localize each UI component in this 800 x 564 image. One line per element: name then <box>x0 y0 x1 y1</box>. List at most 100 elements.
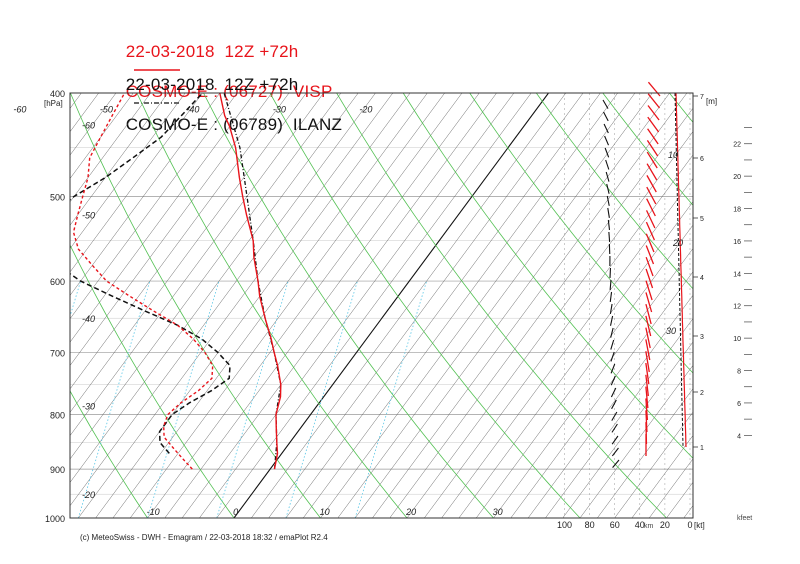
visp-wind-barb <box>645 256 654 277</box>
mixing-ratio-line <box>0 281 11 518</box>
visp-wind-barb <box>647 128 659 145</box>
visp-dewpoint-line <box>72 93 214 470</box>
ilanz-wind-barb <box>609 291 613 302</box>
isotherm-line <box>70 93 134 179</box>
visp-wind-barb <box>645 268 654 289</box>
wind-speed-tick-label: 20 <box>660 520 670 530</box>
visp-wind-barb <box>645 339 651 361</box>
isotherm-line <box>199 93 515 518</box>
height-kfeet-tick-label: 18 <box>733 207 741 214</box>
dry-adiabat <box>203 93 494 518</box>
plot-frame <box>69 92 694 519</box>
legend-visp-station: COSMO-E : (06727) VISP <box>125 82 333 101</box>
isotherm-line <box>70 93 307 413</box>
ilanz-dewpoint-line <box>70 93 231 454</box>
wind-speed-tick-label: 100 <box>557 520 572 530</box>
isotherm-label-left: -20 <box>82 490 95 500</box>
dry-adiabat <box>136 93 408 518</box>
visp-wind-barb <box>645 327 651 349</box>
wind-speed-tick-label: 40 <box>635 520 645 530</box>
visp-wind-barb <box>645 303 652 325</box>
isotherm-line <box>0 93 47 518</box>
isotherm-label-bottom: 0 <box>233 507 238 517</box>
height-km-tick-label: 4 <box>700 275 704 282</box>
isotherm-line <box>70 93 272 366</box>
isotherm-line <box>631 435 693 518</box>
ilanz-wind-barb <box>610 339 615 350</box>
pressure-tick-label: 700 <box>50 349 65 359</box>
height-kfeet-tick-label: 4 <box>737 433 741 440</box>
ilanz-wind-barb <box>604 135 610 146</box>
visp-wind-barb <box>645 245 655 265</box>
visp-wind-barb <box>645 210 656 229</box>
isotherm-label-left: -30 <box>82 402 95 412</box>
isotherm-line <box>337 93 653 518</box>
height-kfeet-tick-label: 16 <box>733 239 741 246</box>
visp-wind-barb <box>645 351 650 373</box>
visp-wind-barb <box>647 105 660 121</box>
ilanz-wind-barb <box>611 435 619 445</box>
isotherm-line <box>164 93 480 518</box>
height-kfeet-tick-label: 14 <box>733 271 741 278</box>
mixing-ratio-line <box>147 280 220 518</box>
isotherm-line <box>0 93 12 518</box>
visp-wind-barb <box>646 175 657 193</box>
pressure-tick-label: 1000 <box>45 514 65 524</box>
ilanz-wind-barb <box>609 303 613 314</box>
visp-wind-barb <box>645 374 649 397</box>
isotherm-line <box>70 93 376 507</box>
height-kfeet-tick-label: 10 <box>733 336 741 343</box>
isotherm-line <box>614 411 693 518</box>
isotherm-line <box>70 93 99 133</box>
isotherm-line <box>597 388 693 518</box>
isotherm-line <box>510 271 693 518</box>
isotherm-label-bottom: -10 <box>147 507 160 517</box>
isotherm-line <box>441 177 693 518</box>
legend-visp-line-sample <box>133 69 180 71</box>
isotherm-line <box>268 93 584 518</box>
isotherm-line <box>70 93 169 226</box>
isotherm-line <box>70 93 255 343</box>
visp-wind-barb <box>647 93 661 109</box>
isotherm-label-left: -60 <box>82 120 95 130</box>
ilanz-wind-barb <box>606 195 610 206</box>
isotherm-label-top: -20 <box>359 105 372 115</box>
isotherm-line <box>251 93 566 518</box>
visp-wind-barb <box>645 233 655 253</box>
wind-speed-tick-label: 80 <box>585 520 595 530</box>
mixing-ratio-line <box>216 280 289 518</box>
pressure-tick-label: 600 <box>50 277 65 287</box>
visp-wind-barb <box>645 221 655 241</box>
isotherm-line <box>70 93 324 437</box>
visp-height-curve <box>675 92 687 448</box>
mixing-ratio-line <box>285 280 358 518</box>
isotherm-line <box>372 93 688 518</box>
isotherm-label-top: -40 <box>186 105 199 115</box>
pressure-unit-label: [hPa] <box>44 99 63 108</box>
isotherm-label-left: -50 <box>82 211 95 221</box>
height-kfeet-unit: kfeet <box>737 515 752 522</box>
ilanz-wind-barb <box>611 423 618 433</box>
ilanz-wind-barb <box>611 399 617 410</box>
visp-wind-barb <box>645 315 652 337</box>
height-kfeet-tick-label: 20 <box>733 174 741 181</box>
height-km-unit: km <box>644 523 654 530</box>
ilanz-wind-barb <box>607 219 611 230</box>
height-km-tick-label: 5 <box>700 216 704 223</box>
wind-speed-tick-label: 0 <box>687 520 692 530</box>
dry-adiabat <box>535 93 693 290</box>
isotherm-label-top: -60 <box>13 105 26 115</box>
dry-adiabat <box>602 93 693 206</box>
wind-speed-unit: [kt] <box>694 521 705 530</box>
ilanz-wind-barb <box>610 351 615 362</box>
isotherm-line <box>70 93 186 250</box>
isotherm-line <box>458 201 693 518</box>
isotherm-line <box>424 154 693 518</box>
pressure-tick-label: 900 <box>50 465 65 475</box>
dry-adiabat <box>269 93 581 518</box>
wind-panel-inner-label: 10 <box>668 150 678 160</box>
isotherm-label-bottom: 30 <box>493 507 503 517</box>
legend-ilanz-run: 22-03-2018 12Z +72h <box>125 75 299 94</box>
mixing-ratio-line <box>77 280 151 518</box>
isotherm-line <box>216 93 532 518</box>
